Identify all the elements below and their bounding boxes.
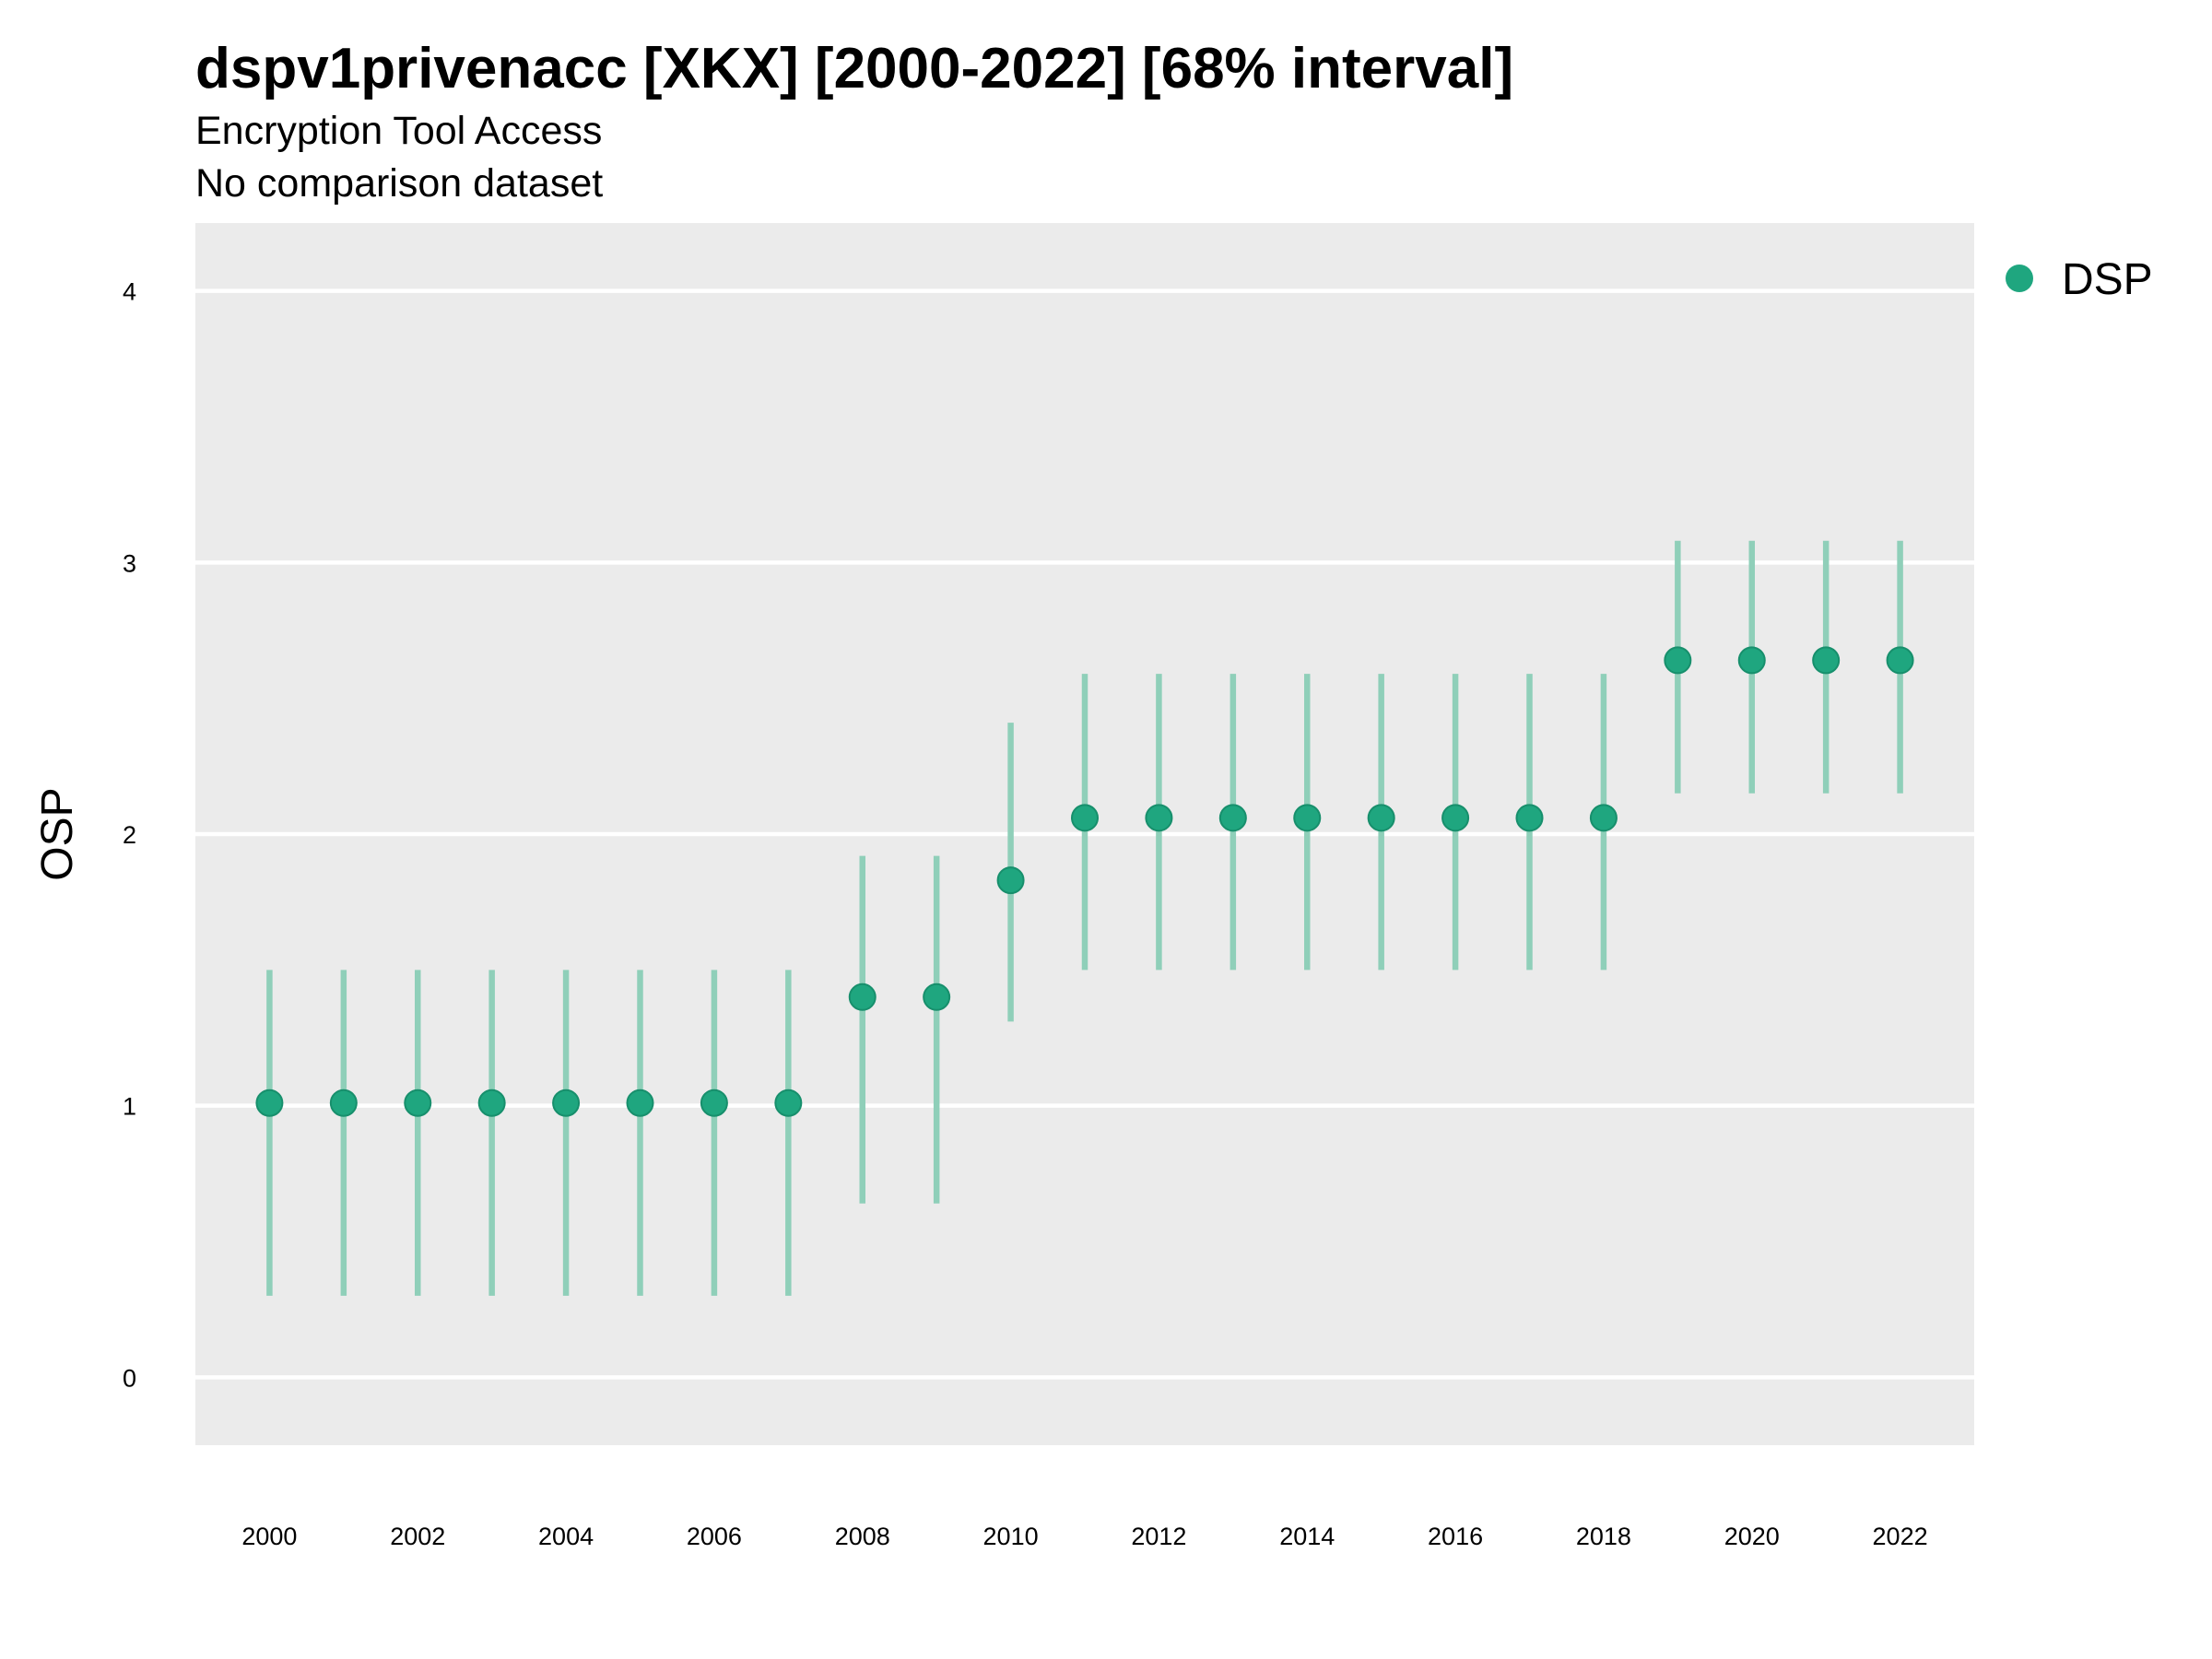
data-point-2007 bbox=[774, 1088, 803, 1117]
data-point-2010 bbox=[996, 866, 1025, 895]
data-point-2002 bbox=[404, 1088, 432, 1117]
data-point-2019 bbox=[1664, 646, 1692, 675]
chart-title: dspv1privenacc [XKX] [2000-2022] [68% in… bbox=[195, 37, 1513, 100]
data-point-2013 bbox=[1218, 804, 1247, 832]
data-point-2004 bbox=[552, 1088, 581, 1117]
data-point-2001 bbox=[329, 1088, 358, 1117]
x-tick-label-2008: 2008 bbox=[835, 1523, 890, 1550]
y-tick-label-1: 1 bbox=[123, 1093, 136, 1121]
data-point-2005 bbox=[626, 1088, 654, 1117]
data-point-2009 bbox=[923, 982, 951, 1011]
y-tick-label-0: 0 bbox=[123, 1364, 136, 1392]
data-point-2012 bbox=[1145, 804, 1173, 832]
y-tick-label-3: 3 bbox=[123, 549, 136, 577]
legend-swatch-dsp bbox=[2006, 265, 2033, 292]
data-point-2016 bbox=[1441, 804, 1470, 832]
data-point-2006 bbox=[700, 1088, 728, 1117]
x-tick-label-2002: 2002 bbox=[390, 1523, 445, 1550]
x-tick-label-2022: 2022 bbox=[1873, 1523, 1928, 1550]
x-tick-label-2016: 2016 bbox=[1428, 1523, 1483, 1550]
y-axis-ticks: 0 1 2 3 4 bbox=[123, 278, 136, 1393]
x-tick-label-2006: 2006 bbox=[687, 1523, 742, 1550]
x-tick-label-2020: 2020 bbox=[1724, 1523, 1780, 1550]
data-point-2021 bbox=[1812, 646, 1841, 675]
data-point-2017 bbox=[1515, 804, 1544, 832]
data-point-2011 bbox=[1071, 804, 1099, 832]
data-point-2022 bbox=[1886, 646, 1914, 675]
data-point-2000 bbox=[255, 1088, 284, 1117]
data-point-2015 bbox=[1367, 804, 1395, 832]
legend: DSP bbox=[2006, 255, 2153, 304]
data-point-2008 bbox=[848, 982, 877, 1011]
x-tick-label-2018: 2018 bbox=[1576, 1523, 1631, 1550]
x-tick-label-2010: 2010 bbox=[983, 1523, 1039, 1550]
data-point-2003 bbox=[477, 1088, 506, 1117]
x-tick-label-2012: 2012 bbox=[1131, 1523, 1186, 1550]
y-axis-title: OSP bbox=[33, 787, 82, 880]
y-tick-label-2: 2 bbox=[123, 821, 136, 849]
chart-subtitle: Encryption Tool Access bbox=[195, 109, 602, 153]
data-point-2014 bbox=[1293, 804, 1322, 832]
data-point-2020 bbox=[1737, 646, 1766, 675]
x-axis-ticks: 2000 2002 2004 2006 2008 2010 2012 2014 2016 2018… bbox=[241, 1523, 1927, 1550]
x-tick-label-2004: 2004 bbox=[538, 1523, 594, 1550]
chart-subtitle-comparison: No comparison dataset bbox=[195, 161, 603, 206]
data-points bbox=[255, 646, 1914, 1117]
data-point-2018 bbox=[1589, 804, 1618, 832]
legend-label-dsp: DSP bbox=[2062, 255, 2153, 304]
x-tick-label-2000: 2000 bbox=[241, 1523, 297, 1550]
y-tick-label-4: 4 bbox=[123, 278, 136, 306]
x-tick-label-2014: 2014 bbox=[1279, 1523, 1335, 1550]
